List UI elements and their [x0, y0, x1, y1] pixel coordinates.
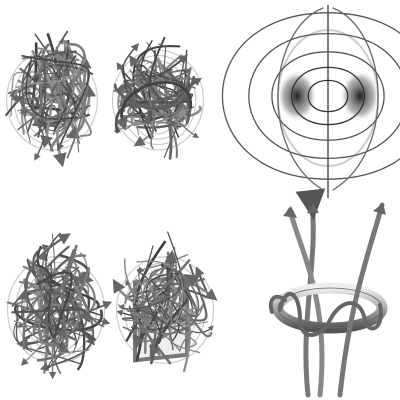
field-line — [129, 54, 197, 105]
field-line — [117, 304, 193, 352]
field-ball — [111, 36, 205, 160]
field-line — [134, 245, 182, 334]
field-line — [133, 291, 189, 335]
field-line — [130, 231, 185, 330]
field-ball — [112, 231, 218, 373]
field-line — [129, 70, 155, 149]
field-line — [32, 244, 57, 350]
field-line — [19, 46, 68, 122]
field-tube — [287, 207, 325, 398]
dipole-panel — [221, 5, 400, 198]
vortex — [340, 70, 380, 122]
field-line — [145, 272, 179, 344]
field-line — [24, 233, 76, 341]
field-line — [148, 268, 214, 334]
field-ball — [5, 30, 99, 168]
field-line — [21, 55, 91, 152]
arrow-head — [373, 203, 386, 215]
field-tube — [278, 292, 383, 337]
field-line — [19, 57, 74, 119]
field-line — [141, 36, 166, 125]
field-ball — [6, 232, 113, 380]
field-line — [248, 32, 329, 160]
field-line — [137, 83, 202, 118]
vortex — [277, 70, 317, 122]
field-line — [25, 56, 78, 120]
field-tube — [295, 188, 326, 398]
field-line — [332, 7, 379, 191]
field-line — [277, 7, 324, 191]
field-line — [33, 55, 86, 115]
field-line — [327, 79, 349, 113]
field-line — [127, 57, 185, 116]
torus-panel — [268, 188, 388, 398]
field-line — [36, 271, 73, 339]
field-line — [136, 260, 184, 339]
field-tube — [268, 294, 287, 314]
field-line — [158, 43, 174, 127]
arrow-head — [307, 203, 319, 213]
field-line — [141, 273, 200, 334]
field-line — [131, 71, 196, 89]
field-line — [149, 298, 188, 358]
field-line — [136, 270, 200, 335]
field-line — [132, 259, 191, 365]
field-line — [122, 82, 199, 139]
field-line — [115, 81, 193, 131]
field-tube — [337, 202, 385, 398]
field-line — [32, 247, 82, 354]
field-line — [36, 248, 76, 362]
field-line — [136, 268, 176, 314]
field-line — [307, 79, 329, 113]
field-line — [11, 289, 105, 328]
field-line — [13, 57, 87, 97]
field-line — [327, 32, 400, 160]
arrow-head — [283, 206, 297, 218]
field-line — [13, 320, 90, 354]
field-line — [14, 304, 103, 332]
field-line — [327, 51, 385, 141]
field-line — [327, 66, 365, 126]
field-line — [291, 66, 329, 126]
field-line — [31, 46, 68, 128]
field-line — [221, 12, 329, 180]
field-line — [141, 264, 178, 352]
field-line — [271, 51, 329, 141]
field-line — [35, 267, 82, 345]
field-line — [327, 12, 400, 180]
field-line — [11, 308, 91, 324]
field-line — [37, 50, 77, 138]
